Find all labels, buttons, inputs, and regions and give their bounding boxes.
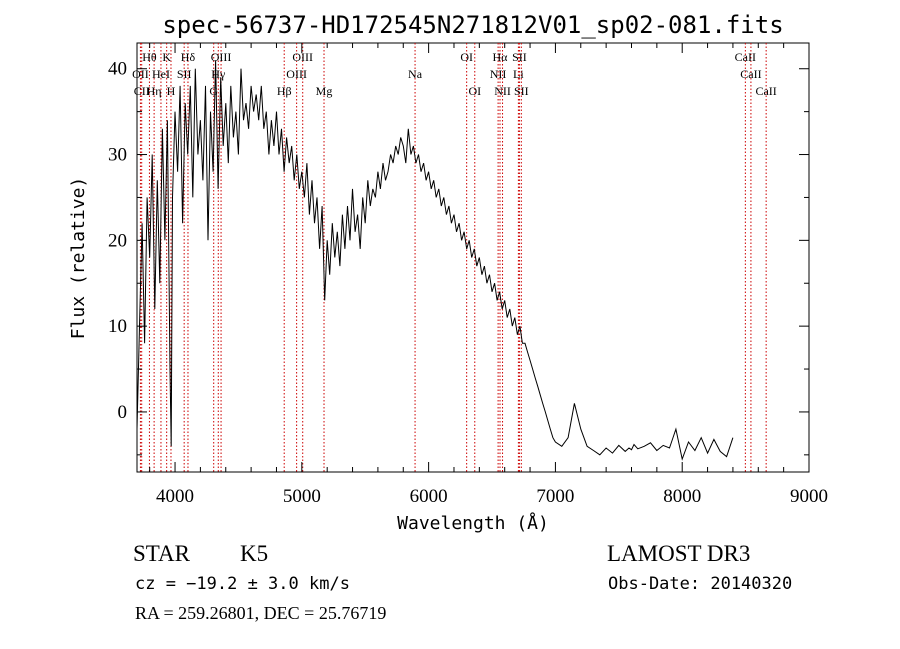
- spectral-line-label: SII: [177, 67, 192, 81]
- survey-name: LAMOST DR3: [607, 541, 750, 566]
- spectral-line-label: SII: [512, 50, 527, 64]
- coordinates-text: RA = 259.26801, DEC = 25.76719: [135, 603, 386, 623]
- y-tick-label: 10: [108, 316, 127, 337]
- spectral-line-label: SII: [514, 84, 529, 98]
- spectral-line-label: Hβ: [277, 84, 292, 98]
- spectral-line-labels: HθOIICIIHηHeIKHSIIHδGOIIIHγHβOIIIOIIIMgN…: [132, 50, 777, 98]
- y-tick-label: 0: [118, 402, 128, 423]
- y-tick-label: 40: [108, 59, 127, 80]
- x-tick-label: 4000: [156, 486, 194, 507]
- spectral-line-label: Hγ: [211, 67, 226, 81]
- spectral-line-label: Li: [513, 67, 524, 81]
- spectral-line-markers: [139, 43, 767, 472]
- x-tick-label: 6000: [410, 486, 448, 507]
- x-tick-label: 7000: [536, 486, 574, 507]
- spectral-line-label: H: [167, 84, 176, 98]
- spectral-subclass: K5: [240, 541, 268, 566]
- spectral-line-label: CII: [134, 84, 150, 98]
- x-axis-ticks: 4000 5000 6000 7000 8000 9000: [149, 43, 828, 507]
- plot-border: [136, 42, 810, 473]
- spectral-line-label: Hη: [147, 84, 162, 98]
- spectral-line-label: Hδ: [181, 50, 196, 64]
- chart-title: spec-56737-HD172545N271812V01_sp02-081.f…: [162, 11, 783, 39]
- spectral-line-label: NII: [494, 84, 511, 98]
- spectral-line-label: OI: [468, 84, 481, 98]
- x-tick-label: 9000: [790, 486, 828, 507]
- spectral-line-label: OIII: [211, 50, 232, 64]
- y-tick-label: 30: [108, 145, 127, 166]
- spectral-line-label: OII: [132, 67, 149, 81]
- y-axis-label: Flux (relative): [68, 177, 89, 340]
- spectral-line-label: OIII: [286, 67, 307, 81]
- redshift-text: cz = −19.2 ± 3.0 km/s: [135, 574, 350, 594]
- x-tick-label: 5000: [283, 486, 321, 507]
- y-axis-ticks: 0 10 20 30 40: [108, 59, 809, 456]
- plot-area: [136, 42, 810, 473]
- spectral-line-label: G: [209, 84, 218, 98]
- x-axis-label: Wavelength (Å): [397, 512, 549, 534]
- spectral-line-label: CaII: [740, 67, 761, 81]
- spectral-line-label: CaII: [735, 50, 756, 64]
- object-class: STAR: [133, 541, 191, 566]
- spectral-line-label: CaII: [755, 84, 776, 98]
- x-tick-label: 8000: [663, 486, 701, 507]
- spectral-line-label: Mg: [316, 84, 333, 98]
- spectral-line-label: NII: [490, 67, 507, 81]
- spectral-line-label: OIII: [292, 50, 313, 64]
- spectral-line-label: K: [162, 50, 171, 64]
- y-tick-label: 20: [108, 230, 127, 251]
- spectral-line-label: Hα: [493, 50, 509, 64]
- spectral-line-label: Na: [408, 67, 423, 81]
- obs-date-text: Obs-Date: 20140320: [608, 574, 792, 594]
- spectral-line-label: OI: [460, 50, 473, 64]
- spectral-line-label: Hθ: [142, 50, 157, 64]
- spectral-line-label: HeI: [152, 67, 170, 81]
- spectrum-line: [136, 60, 734, 461]
